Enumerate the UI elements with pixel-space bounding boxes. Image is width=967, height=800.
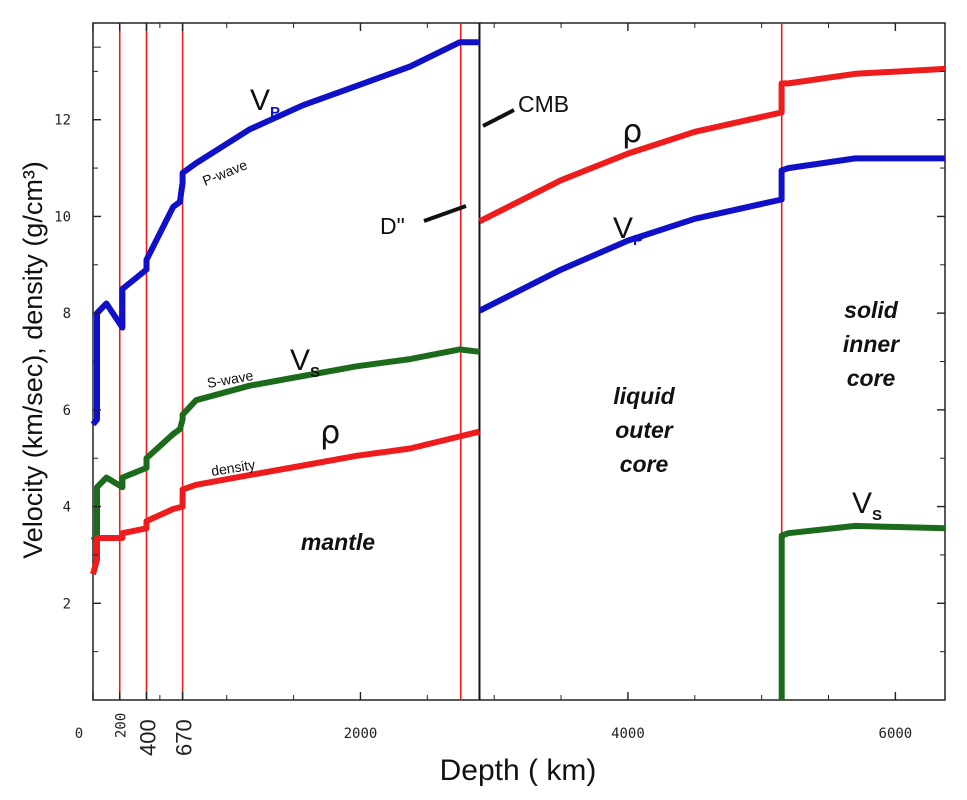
plot-frame (92, 22, 946, 701)
y-tick-label: 10 (54, 209, 71, 225)
x-tick-label: 0 (75, 726, 83, 742)
plot-border (92, 22, 946, 701)
mantle-label: mantle (301, 529, 375, 555)
x-tick-label: 2000 (344, 726, 378, 742)
axis-ticks: 2 4 6 8 10 12 0 200 400 670 2000 4000 6000 (54, 23, 945, 756)
outer-core-label-line: core (620, 451, 669, 477)
x-tick-label: 6000 (879, 726, 913, 742)
rho-mantle-label: ρ (320, 413, 340, 451)
cmb-pointer (482, 108, 515, 128)
rho-core-label: ρ (622, 112, 642, 150)
x-tick-label: 4000 (611, 726, 645, 742)
y-tick-label: 4 (63, 500, 71, 516)
vs-mantle-label: VS (290, 344, 320, 381)
series-vp_core (478, 155, 945, 314)
vp-core-label: VP (613, 212, 643, 249)
series-rho_mantle (90, 428, 481, 576)
y-tick-label: 2 (63, 596, 71, 612)
series-lines (90, 39, 946, 700)
series-vs_inner (778, 522, 946, 700)
boundary-lines (118, 23, 783, 700)
y-tick-label: 6 (63, 403, 71, 419)
inner-core-label-line: inner (843, 331, 900, 357)
chart-annotations: Depth ( km) Velocity (km/sec), density (g… (18, 84, 900, 787)
x-tick-label: 200 (114, 713, 130, 738)
inner-core-label-line: solid (844, 297, 899, 323)
vs-inner-label: VS (852, 487, 882, 524)
x-axis-title: Depth ( km) (440, 754, 597, 787)
series-vp_mantle (90, 39, 480, 427)
y-axis-title: Velocity (km/sec), density (g/cm³) (18, 161, 48, 559)
vp-mantle-label: VP (250, 84, 280, 121)
y-tick-label: 12 (54, 113, 71, 129)
outer-core-label-line: liquid (613, 383, 675, 409)
d-double-prime-label: D" (380, 213, 405, 239)
outer-core-label-line: outer (615, 417, 674, 443)
inner-core-label-line: core (847, 365, 896, 391)
p-wave-label: P-wave (200, 156, 249, 188)
x-tick-label: 670 (172, 719, 197, 756)
d-double-prime-pointer (423, 204, 467, 223)
cmb-label: CMB (518, 91, 569, 117)
series-rho_core (478, 65, 946, 224)
x-tick-label: 400 (135, 719, 160, 756)
series-vs_mantle (90, 346, 480, 543)
y-tick-label: 8 (63, 306, 71, 322)
density-label: density (210, 456, 256, 479)
